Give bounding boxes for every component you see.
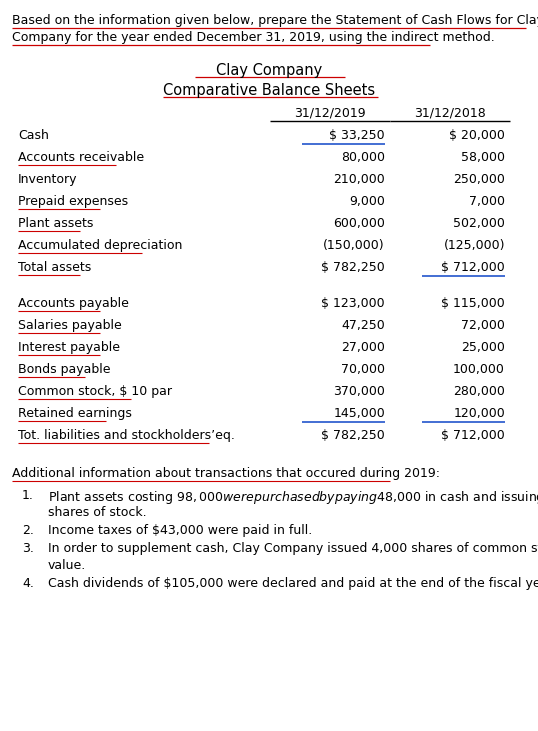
Text: shares of stock.: shares of stock.	[48, 506, 147, 519]
Text: 250,000: 250,000	[453, 173, 505, 186]
Text: Inventory: Inventory	[18, 173, 77, 186]
Text: Accounts receivable: Accounts receivable	[18, 151, 144, 164]
Text: Based on the information given below, prepare the Statement of Cash Flows for Cl: Based on the information given below, pr…	[12, 14, 538, 27]
Text: 280,000: 280,000	[453, 385, 505, 398]
Text: Cash dividends of $105,000 were declared and paid at the end of the fiscal year.: Cash dividends of $105,000 were declared…	[48, 577, 538, 590]
Text: $ 20,000: $ 20,000	[449, 129, 505, 142]
Text: 1.: 1.	[22, 489, 34, 502]
Text: 47,250: 47,250	[341, 319, 385, 332]
Text: $ 782,250: $ 782,250	[321, 261, 385, 274]
Text: 210,000: 210,000	[333, 173, 385, 186]
Text: 600,000: 600,000	[333, 217, 385, 230]
Text: Interest payable: Interest payable	[18, 341, 120, 354]
Text: Additional information about transactions that occured during 2019:: Additional information about transaction…	[12, 467, 440, 480]
Text: 2.: 2.	[22, 524, 34, 537]
Text: 120,000: 120,000	[453, 407, 505, 420]
Text: Accumulated depreciation: Accumulated depreciation	[18, 239, 182, 252]
Text: 4.: 4.	[22, 577, 34, 590]
Text: 145,000: 145,000	[333, 407, 385, 420]
Text: 3.: 3.	[22, 542, 34, 555]
Text: 502,000: 502,000	[453, 217, 505, 230]
Text: Tot. liabilities and stockholders’eq.: Tot. liabilities and stockholders’eq.	[18, 429, 235, 442]
Text: 370,000: 370,000	[333, 385, 385, 398]
Text: Plant assets: Plant assets	[18, 217, 94, 230]
Text: 27,000: 27,000	[341, 341, 385, 354]
Text: Comparative Balance Sheets: Comparative Balance Sheets	[163, 83, 375, 98]
Text: $ 33,250: $ 33,250	[329, 129, 385, 142]
Text: (150,000): (150,000)	[323, 239, 385, 252]
Text: $ 115,000: $ 115,000	[441, 297, 505, 310]
Text: Bonds payable: Bonds payable	[18, 363, 110, 376]
Text: Plant assets costing $98,000 were purchased by paying $48,000 in cash and issuin: Plant assets costing $98,000 were purcha…	[48, 489, 538, 506]
Text: 7,000: 7,000	[469, 195, 505, 208]
Text: Clay Company: Clay Company	[216, 63, 322, 78]
Text: 100,000: 100,000	[453, 363, 505, 376]
Text: Common stock, $ 10 par: Common stock, $ 10 par	[18, 385, 172, 398]
Text: In order to supplement cash, Clay Company issued 4,000 shares of common stock at: In order to supplement cash, Clay Compan…	[48, 542, 538, 555]
Text: Income taxes of $43,000 were paid in full.: Income taxes of $43,000 were paid in ful…	[48, 524, 312, 537]
Text: 25,000: 25,000	[461, 341, 505, 354]
Text: 72,000: 72,000	[461, 319, 505, 332]
Text: 70,000: 70,000	[341, 363, 385, 376]
Text: 80,000: 80,000	[341, 151, 385, 164]
Text: Retained earnings: Retained earnings	[18, 407, 132, 420]
Text: (125,000): (125,000)	[443, 239, 505, 252]
Text: Total assets: Total assets	[18, 261, 91, 274]
Text: Prepaid expenses: Prepaid expenses	[18, 195, 128, 208]
Text: Cash: Cash	[18, 129, 49, 142]
Text: Accounts payable: Accounts payable	[18, 297, 129, 310]
Text: 58,000: 58,000	[461, 151, 505, 164]
Text: $ 123,000: $ 123,000	[321, 297, 385, 310]
Text: $ 712,000: $ 712,000	[441, 261, 505, 274]
Text: 9,000: 9,000	[349, 195, 385, 208]
Text: Company for the year ended December 31, 2019, using the indirect method.: Company for the year ended December 31, …	[12, 31, 495, 44]
Text: value.: value.	[48, 559, 86, 572]
Text: 31/12/2019: 31/12/2019	[294, 107, 366, 120]
Text: 31/12/2018: 31/12/2018	[414, 107, 486, 120]
Text: $ 782,250: $ 782,250	[321, 429, 385, 442]
Text: $ 712,000: $ 712,000	[441, 429, 505, 442]
Text: Salaries payable: Salaries payable	[18, 319, 122, 332]
